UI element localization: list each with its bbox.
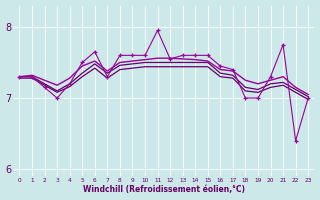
X-axis label: Windchill (Refroidissement éolien,°C): Windchill (Refroidissement éolien,°C) xyxy=(83,185,245,194)
